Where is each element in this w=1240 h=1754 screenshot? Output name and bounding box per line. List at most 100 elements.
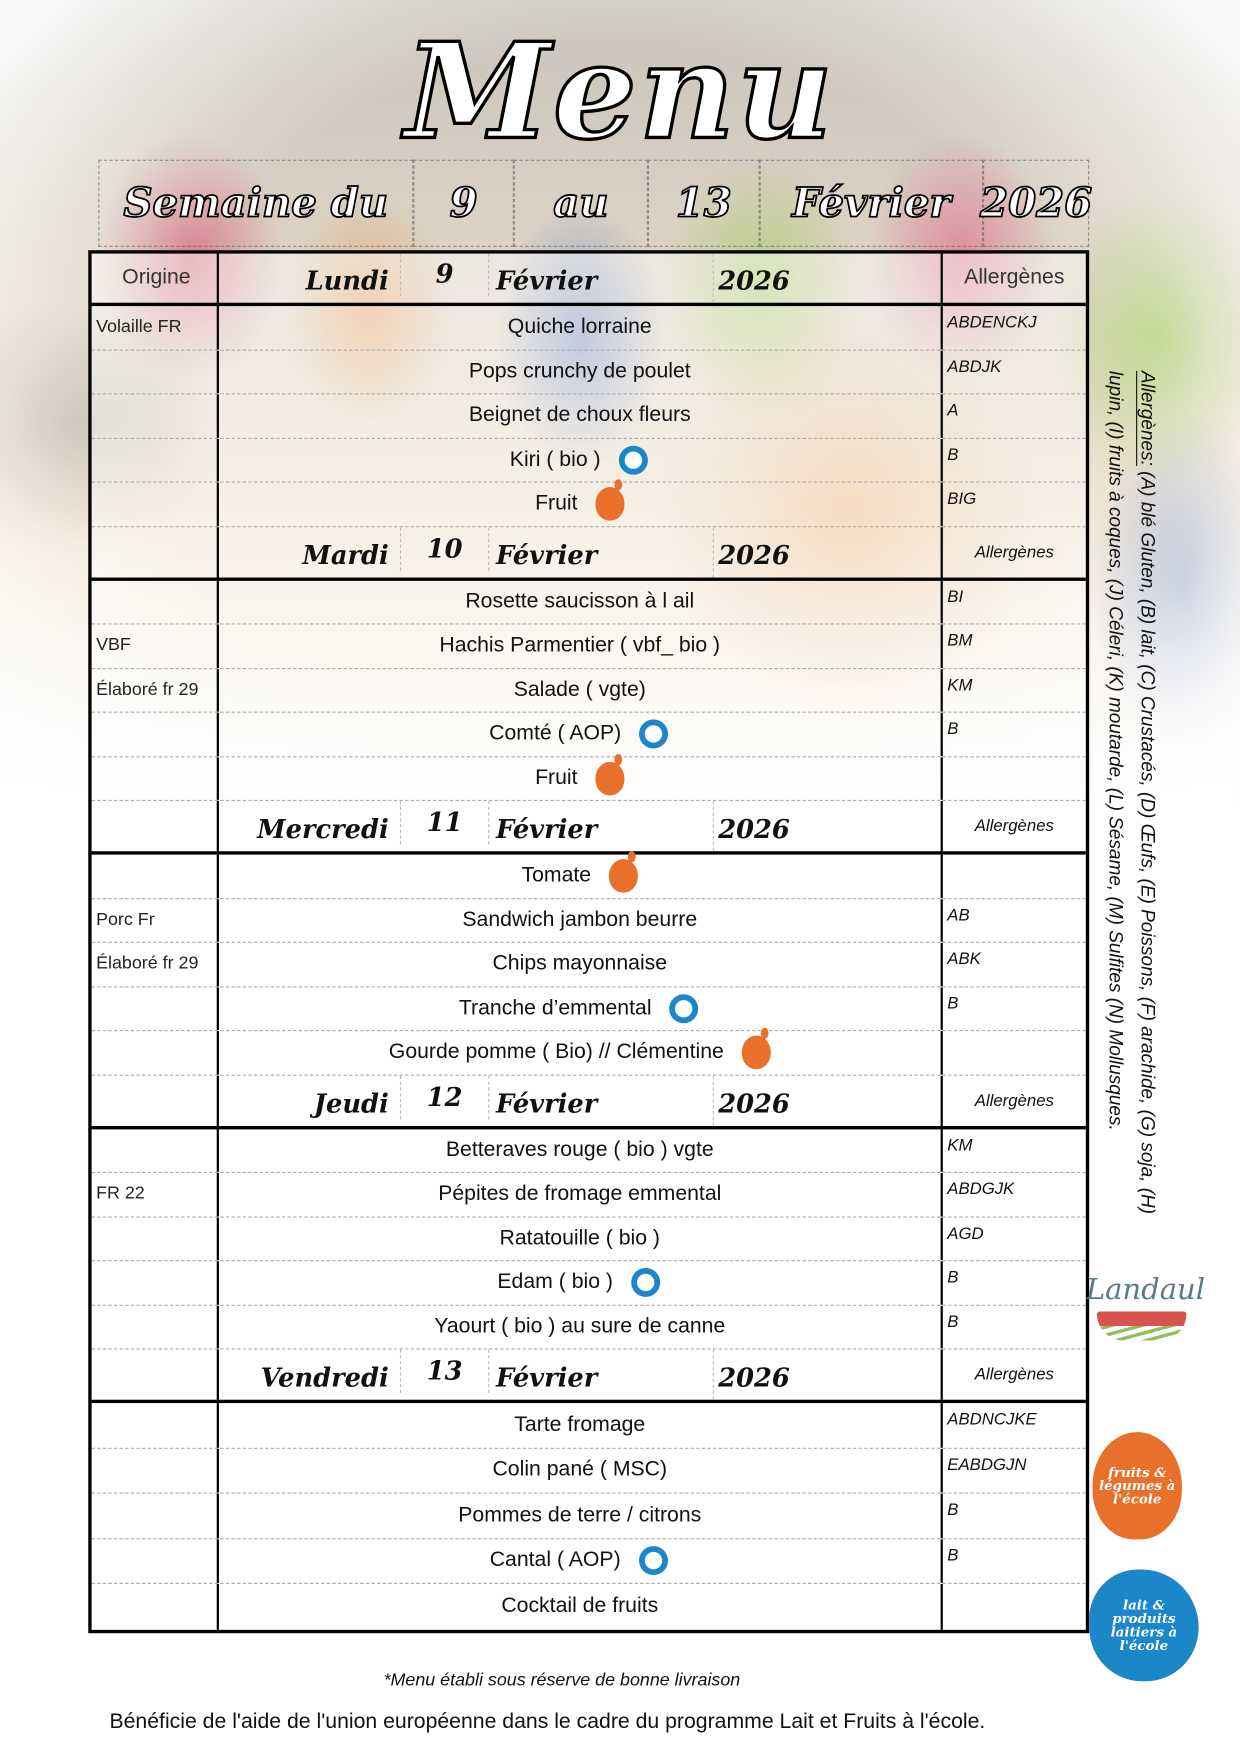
allergen-cell [940, 854, 1086, 898]
origin-cell [92, 1538, 219, 1583]
allergen-cell: BI [940, 580, 1086, 624]
allergen-cell: B [940, 1493, 1086, 1538]
menu-item-row: Élaboré fr 29 Salade ( vgte) KM [91, 668, 1086, 713]
dish-name: Tranche d’emmental [458, 996, 652, 1020]
allergen-cell: B [940, 438, 1086, 482]
menu-item-row: Élaboré fr 29 Chips mayonnaise ABK [91, 942, 1086, 987]
dish-name: Hachis Parmentier ( vbf_ bio ) [439, 633, 721, 658]
menu-item-row: Yaourt ( bio ) au sure de canne B [91, 1305, 1086, 1350]
week-month: Février [759, 159, 984, 247]
dish-cell: Kiri ( bio ) [219, 438, 941, 481]
dish-cell: Tarte fromage [219, 1403, 941, 1447]
dish-name: Tarte fromage [514, 1412, 646, 1437]
eu-funding-note: Bénéficie de l'aide de l'union européenn… [109, 1710, 986, 1734]
dish-name: Pommes de terre / citrons [458, 1503, 702, 1527]
dish-name: Kiri ( bio ) [509, 447, 601, 472]
page-title: Menu [403, 12, 836, 171]
dish-cell: Quiche lorraine [219, 306, 941, 349]
day-header-row: Mercredi 11 Février 2026 Allergènes [91, 800, 1086, 855]
day-name: Vendredi [260, 1362, 389, 1394]
allergen-cell: A [940, 394, 1086, 438]
origin-cell [92, 1075, 219, 1126]
day-name: Lundi [305, 265, 389, 297]
origin-cell [92, 1493, 219, 1538]
week-start: 9 [413, 159, 514, 247]
day-header-row: Origine Lundi 9 Février 2026 Allergènes [91, 253, 1086, 307]
origin-cell [92, 1031, 219, 1075]
allergen-cell: B [940, 986, 1086, 1030]
dish-name: Beignet de choux fleurs [468, 403, 691, 428]
origin-cell [92, 482, 219, 526]
origin-cell: FR 22 [92, 1172, 219, 1216]
day-header-row: Vendredi 13 Février 2026 Allergènes [91, 1349, 1086, 1404]
day-year: 2026 [712, 1075, 790, 1126]
dish-name: Betteraves rouge ( bio ) vgte [445, 1138, 714, 1162]
menu-item-row: Rosette saucisson à l ail BI [91, 580, 1086, 625]
dish-cell: Chips mayonnaise [219, 943, 941, 986]
allergen-header: Allergènes [940, 526, 1086, 577]
allergen-header: Allergènes [940, 800, 1086, 852]
origin-cell: Porc Fr [92, 898, 219, 942]
menu-table: Origine Lundi 9 Février 2026 Allergènes Volail… [88, 250, 1090, 1633]
milk-program-icon [628, 1265, 663, 1300]
allergen-header: Allergènes [940, 253, 1086, 303]
menu-item-row: Fruit [91, 753, 1086, 801]
menu-item-row: FR 22 Pépites de fromage emmental ABDGJK [91, 1172, 1086, 1218]
origin-cell: VBF [92, 624, 219, 668]
menu-item-row: Tomate [91, 851, 1086, 899]
dish-cell: Gourde pomme ( Bio) // Clémentine [219, 1028, 941, 1074]
dish-cell: Ratatouille ( bio ) [219, 1217, 941, 1260]
allergen-legend-text: (A) blé Gluten, (B) lait, (C) Crustacés,… [1104, 370, 1159, 1215]
menu-item-row: Tarte fromage ABDNCJKE [91, 1403, 1086, 1449]
origin-cell [92, 1448, 219, 1493]
dish-name: Gourde pomme ( Bio) // Clémentine [388, 1040, 724, 1064]
day-year: 2026 [712, 800, 790, 852]
origin-cell [92, 580, 219, 624]
day-month: Février [495, 1088, 598, 1119]
allergen-cell [940, 1031, 1086, 1075]
dish-cell: Sandwich jambon beurre [219, 899, 941, 942]
dish-name: Comté ( AOP) [489, 721, 622, 746]
origin-cell [92, 526, 219, 577]
dish-cell: Pops crunchy de poulet [219, 350, 941, 393]
day-year: 2026 [712, 1349, 790, 1400]
origin-cell [92, 756, 219, 800]
allergen-cell: B [940, 1305, 1086, 1349]
milk-program-icon [616, 443, 650, 477]
allergen-cell: BIG [940, 482, 1086, 526]
origin-cell [92, 1305, 219, 1349]
allergen-header-label: Allergènes [964, 265, 1065, 290]
lait-produits-logo: lait & produits laitiers à l'école [1089, 1569, 1199, 1682]
week-year: 2026 [979, 159, 1093, 247]
allergen-cell: B [940, 712, 1086, 756]
dish-name: Cocktail de fruits [501, 1594, 659, 1618]
dish-name: Cantal ( AOP) [489, 1548, 621, 1573]
milk-program-icon [636, 1544, 670, 1578]
dish-cell: Cocktail de fruits [219, 1584, 941, 1629]
day-cell: Mardi 10 Février 2026 [219, 526, 941, 577]
origin-cell [92, 350, 219, 394]
day-month: Février [495, 540, 598, 571]
dish-cell: Colin pané ( MSC) [219, 1448, 941, 1492]
origin-cell: Élaboré fr 29 [92, 942, 219, 986]
dish-name: Yaourt ( bio ) au sure de canne [434, 1314, 726, 1339]
allergen-cell: KM [940, 1128, 1086, 1172]
fruit-program-icon [741, 1028, 771, 1070]
dish-name: Colin pané ( MSC) [492, 1458, 668, 1482]
day-cell: Vendredi 13 Février 2026 [219, 1349, 941, 1400]
day-number: 9 [399, 253, 490, 297]
allergen-cell: B [940, 1538, 1086, 1583]
day-number: 10 [399, 526, 490, 571]
origin-header: Origine [122, 265, 191, 290]
allergen-header: Allergènes [940, 1349, 1086, 1400]
dish-cell: Comté ( AOP) [219, 713, 941, 756]
dish-name: Rosette saucisson à l ail [465, 589, 695, 614]
day-cell: Jeudi 12 Février 2026 [219, 1075, 941, 1126]
origin-cell [92, 438, 219, 482]
dish-name: Edam ( bio ) [497, 1270, 613, 1294]
delivery-note: *Menu établi sous réserve de bonne livra… [383, 1671, 741, 1691]
dish-cell: Fruit [219, 479, 941, 526]
dish-cell: Fruit [219, 753, 941, 800]
allergen-legend: Allergènes: (A) blé Gluten, (B) lait, (C… [1097, 371, 1164, 1242]
allergen-cell: ABK [940, 942, 1086, 986]
